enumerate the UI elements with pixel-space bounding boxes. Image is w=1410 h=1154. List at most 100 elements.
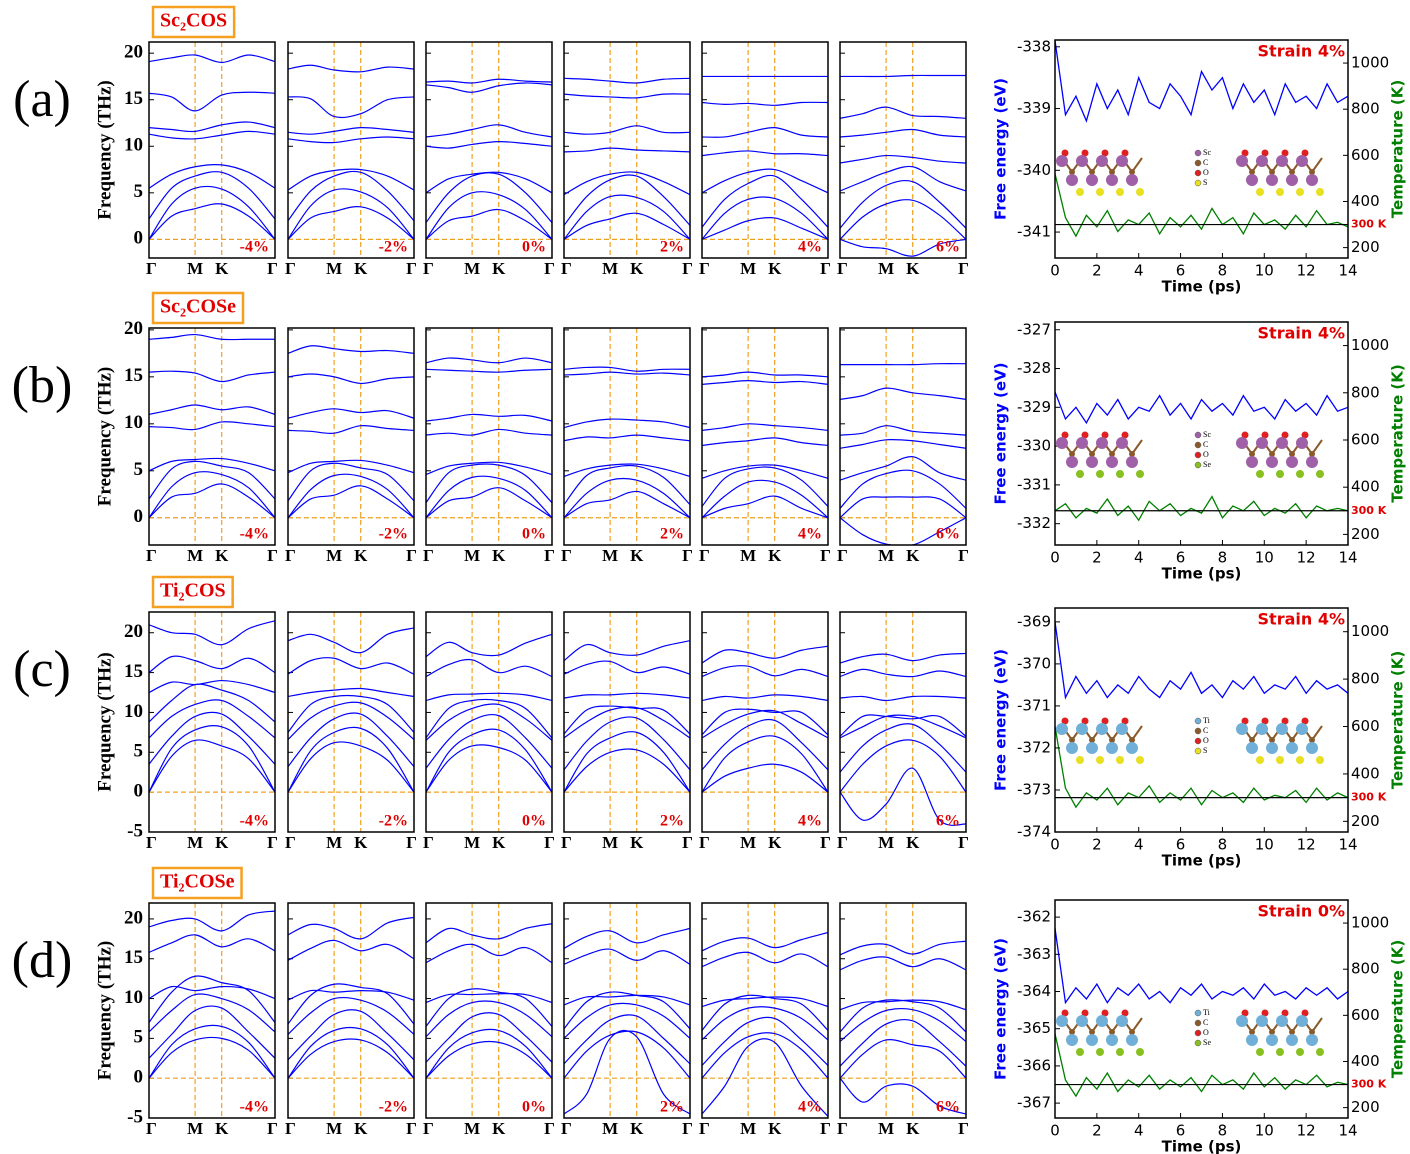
band-panel: Γ M K Γ 2% [561,41,693,278]
x-tick-label: 4 [1134,262,1144,280]
atom [1056,437,1068,449]
phonon-band [702,951,828,968]
atom [1256,188,1264,196]
temperature-line [1054,726,1349,809]
x-tick-label: 12 [1297,262,1316,280]
legend-swatch [1194,149,1202,157]
x-tick-label: Γ [699,833,710,852]
atom [1096,155,1108,167]
panel-frame [287,611,415,833]
x-tick-label: Γ [406,546,417,565]
x-tick-label: Γ [146,833,157,852]
x-tick-label: 12 [1297,836,1316,854]
atom [1076,1048,1084,1056]
x-tick-label: Γ [544,833,555,852]
y-axis-label: Frequency (THz) [94,941,115,1081]
legend-label: Ti [1203,1008,1211,1017]
phonon-band [288,188,414,240]
x-tick-label: M [187,259,203,278]
strain-label: -4% [240,239,269,256]
atom [1309,451,1315,457]
phonon-band [288,741,414,793]
phonon-band [564,371,690,376]
y-tick-label: -369 [1017,612,1051,630]
title-box [151,291,245,325]
phonon-band [840,456,966,481]
x-tick-label: 10 [1255,1122,1274,1140]
x-tick-label: Γ [837,1119,848,1138]
atom [1281,431,1289,439]
y-tick-label: -373 [1017,780,1051,798]
x-tick-label: M [326,1119,342,1138]
x-tick-label: Γ [423,1119,434,1138]
atom [1086,1034,1098,1046]
band-panel: Γ M K Γ -4% [146,611,278,852]
phonon-band [702,1038,828,1117]
x-tick-label: Γ [561,546,572,565]
x-tick-label: M [464,546,480,565]
x-tick-label: K [492,1119,506,1138]
x-tick-label: Γ [561,259,572,278]
phonon-band [702,479,828,519]
phonon-band [426,208,552,240]
phonon-band [840,956,966,971]
atom [1309,737,1315,743]
panel-frame [563,902,691,1119]
x-tick-label: 14 [1338,549,1357,567]
x-tick-label: 10 [1255,262,1274,280]
panel-frame [563,327,691,546]
structure-inset [1236,431,1324,478]
title-box [151,575,234,609]
y2-tick-label: 800 [1351,960,1380,978]
x-tick-label: 8 [1218,549,1228,567]
phonon-band [564,212,690,240]
phonon-band [702,718,828,771]
atom [1286,742,1298,754]
atom [1096,1048,1104,1056]
temperature-line [1054,495,1349,522]
phonon-band [564,994,690,1006]
y-tick-label: 10 [124,135,143,156]
strain-label: Strain 4% [1258,610,1345,629]
x-tick-label: 6 [1176,262,1186,280]
phonon-band [702,168,828,194]
strain-label: 2% [660,1099,684,1116]
phonon-band [564,660,690,675]
atom [1126,1034,1138,1046]
x-tick-label: M [326,833,342,852]
phonon-band [840,668,966,678]
legend-swatch [1194,747,1202,755]
strain-label: 4% [798,1099,822,1116]
phonon-band [426,698,552,739]
atom [1066,174,1078,186]
phonon-band [564,125,690,135]
atom [1301,149,1309,157]
y-axis-label: Free energy (eV) [992,938,1010,1080]
atom [1316,188,1324,196]
phonon-band [149,421,275,431]
x-tick-label: M [326,546,342,565]
phonon-band [149,457,275,472]
atom [1289,169,1295,175]
phonon-band [840,238,966,257]
atom [1246,742,1258,754]
y-tick-label: 15 [124,365,143,386]
phonon-band [288,96,414,119]
phonon-band [288,136,414,144]
phonon-band [426,413,552,422]
x-tick-label: 14 [1338,262,1357,280]
atom [1136,1048,1144,1056]
phonon-band [288,168,414,191]
x-tick-label: K [768,259,782,278]
x-tick-label: Γ [820,259,831,278]
atom [1121,1009,1129,1017]
atom [1296,756,1304,764]
atom [1096,1015,1108,1027]
phonon-band [702,994,828,1031]
phonon-band [149,934,275,953]
x-tick-label: 0 [1050,262,1060,280]
phonon-band [702,423,828,431]
atom [1076,437,1088,449]
atom [1256,1015,1268,1027]
x-tick-label: K [630,546,644,565]
